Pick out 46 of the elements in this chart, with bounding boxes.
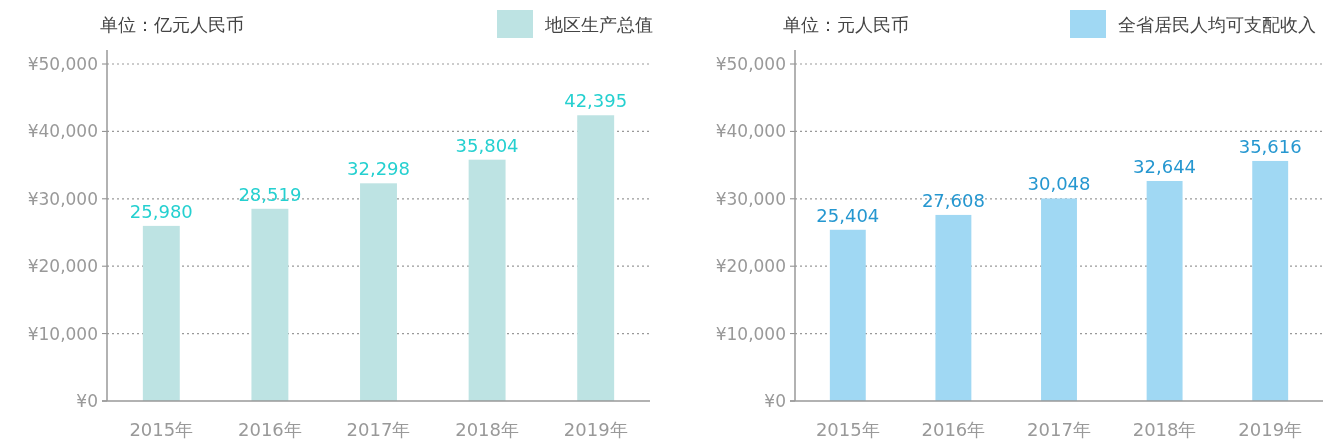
- bar: [1041, 198, 1077, 401]
- data-label: 25,404: [816, 204, 880, 226]
- y-tick-label: ¥20,000: [27, 256, 98, 277]
- y-tick-label: ¥10,000: [27, 323, 98, 344]
- y-tick-label: ¥40,000: [27, 121, 98, 142]
- y-tick-label: ¥40,000: [715, 121, 786, 142]
- y-tick-label: ¥50,000: [27, 54, 98, 74]
- data-label: 35,616: [1238, 135, 1302, 157]
- data-label: 35,804: [455, 134, 519, 156]
- bar: [468, 159, 506, 401]
- y-tick-label: ¥20,000: [715, 256, 786, 277]
- y-tick-label: ¥30,000: [715, 188, 786, 209]
- x-tick-label: 2017年: [346, 419, 411, 440]
- x-tick-label: 2018年: [455, 419, 520, 440]
- x-tick-label: 2019年: [563, 419, 628, 440]
- data-label: 25,980: [129, 200, 193, 222]
- bar: [577, 115, 615, 401]
- y-tick-label: ¥30,000: [27, 188, 98, 209]
- bar: [1146, 180, 1183, 401]
- x-tick-label: 2015年: [815, 419, 880, 440]
- y-tick-label: ¥50,000: [715, 54, 786, 74]
- y-axis-title: 单位：亿元人民币: [100, 14, 244, 35]
- data-label: 32,644: [1133, 155, 1197, 177]
- x-tick-label: 2016年: [921, 419, 986, 440]
- x-tick-label: 2015年: [129, 419, 194, 440]
- y-tick-label: ¥10,000: [715, 323, 786, 344]
- data-label: 30,048: [1027, 173, 1091, 195]
- x-tick-label: 2018年: [1132, 419, 1197, 440]
- bar: [360, 183, 397, 401]
- x-tick-label: 2019年: [1238, 419, 1303, 440]
- legend-label: 全省居民人均可支配收入: [1118, 14, 1316, 35]
- data-label: 42,395: [564, 90, 628, 112]
- bar: [251, 208, 289, 401]
- bar: [142, 225, 180, 401]
- bar: [1252, 160, 1289, 401]
- legend-label: 地区生产总值: [544, 14, 653, 35]
- data-label: 32,298: [347, 158, 410, 180]
- x-tick-label: 2017年: [1027, 419, 1091, 440]
- bar: [935, 214, 972, 401]
- x-tick-label: 2016年: [237, 419, 302, 440]
- bar: [829, 229, 866, 401]
- y-tick-label: ¥0: [76, 391, 98, 411]
- data-label: 27,608: [921, 189, 985, 211]
- data-label: 28,519: [238, 183, 302, 205]
- y-tick-label: ¥0: [764, 391, 786, 411]
- y-axis-title: 单位：元人民币: [783, 14, 909, 35]
